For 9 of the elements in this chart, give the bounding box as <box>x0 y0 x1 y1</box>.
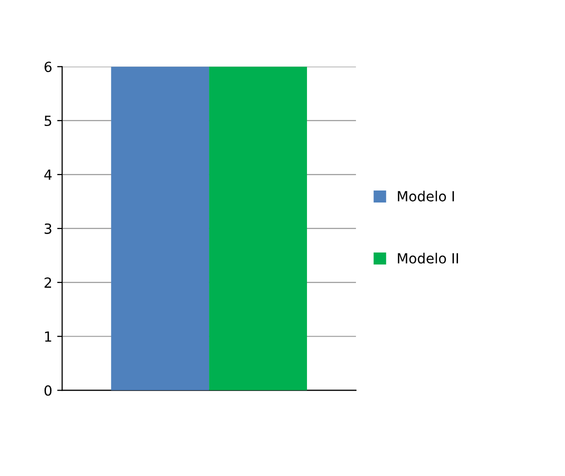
legend-label: Modelo II <box>398 252 458 264</box>
y-tick-label: 4 <box>44 170 52 180</box>
legend-label: Modelo I <box>398 190 454 202</box>
y-tick-label: 6 <box>44 62 52 72</box>
y-tick-label: 3 <box>44 223 52 234</box>
y-tick-label: 0 <box>44 385 52 396</box>
y-tick-label: 2 <box>44 277 52 288</box>
y-tick-label: 1 <box>45 332 52 342</box>
y-tick-label: 5 <box>44 116 52 126</box>
